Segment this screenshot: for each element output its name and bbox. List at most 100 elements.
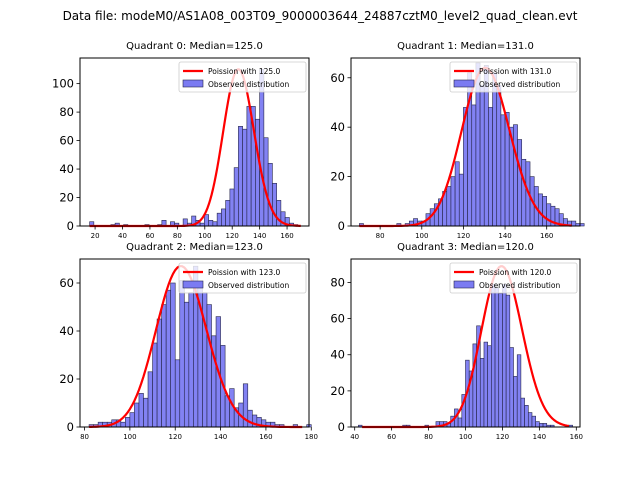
axes-frame <box>79 258 310 428</box>
legend-line-label: Poission with 123.0 <box>208 268 281 277</box>
histogram-bar <box>535 421 540 428</box>
histogram-bar <box>457 417 463 428</box>
histogram-bar <box>488 107 493 227</box>
histogram-bar <box>165 289 171 428</box>
histogram-bar <box>450 176 456 227</box>
axes-frame <box>350 57 581 227</box>
histogram-bar <box>134 402 140 428</box>
x-tick-label: 80 <box>424 433 433 441</box>
histogram-bar <box>259 69 265 227</box>
quadrant-0-legend: Poission with 125.0 Observed distributio… <box>178 61 307 93</box>
y-tick-label: 60 <box>330 71 345 85</box>
quadrant-0-title: Quadrant 0: Median=125.0 <box>126 41 263 52</box>
histogram-bar <box>147 371 153 428</box>
x-tick-label: 60 <box>387 433 396 441</box>
histogram-bar <box>174 359 181 428</box>
legend-box <box>449 262 578 294</box>
x-tick-label: 120 <box>496 433 509 441</box>
figure-suptitle: Data file: modeM0/AS1A08_003T09_90000036… <box>63 9 578 23</box>
x-tick-label: 140 <box>498 232 511 240</box>
histogram-bar <box>539 423 544 428</box>
histogram-bar <box>542 196 547 227</box>
x-tick-label: 160 <box>259 433 272 441</box>
histogram-bar <box>255 118 260 227</box>
x-tick-label: 180 <box>305 433 318 441</box>
legend-line-label: Poission with 131.0 <box>479 67 552 76</box>
y-tick-label: 40 <box>330 120 345 134</box>
histogram-bar <box>521 158 527 227</box>
histogram-bar <box>229 188 235 227</box>
histogram-bar <box>204 214 209 227</box>
histogram-bar <box>487 345 492 428</box>
histogram-bar <box>156 318 162 428</box>
histogram-bar <box>221 208 226 227</box>
legend-bar-label: Observed distribution <box>208 281 289 290</box>
y-tick-label: 0 <box>338 420 345 434</box>
x-tick-label: 120 <box>226 232 239 240</box>
quadrant-0-panel: Quadrant 0: Median=125.0 0 20 40 60 80 100 20 4… <box>52 41 310 240</box>
legend-line-label: Poission with 120.0 <box>479 268 552 277</box>
histogram-bar <box>212 221 218 227</box>
quadrant-1-title: Quadrant 1: Median=131.0 <box>397 41 534 52</box>
legend-bar-swatch <box>182 280 204 289</box>
histogram-bar <box>238 126 243 227</box>
histogram-bar <box>496 84 502 227</box>
quadrant-2-panel: Quadrant 2: Median=123.0 0 20 40 60 80 100 120… <box>59 242 318 441</box>
legend-box <box>178 262 307 294</box>
x-tick-label: 160 <box>280 232 293 240</box>
quadrant-1-axes: 0 20 40 60 80 100 120 140 160 <box>330 57 581 240</box>
quadrant-2-title: Quadrant 2: Median=123.0 <box>126 242 263 253</box>
y-tick-label: 100 <box>52 77 74 91</box>
legend-bar-label: Observed distribution <box>479 80 560 89</box>
x-tick-label: 120 <box>169 433 182 441</box>
x-tick-label: 140 <box>253 232 266 240</box>
histogram-bar <box>242 128 248 227</box>
x-tick-label: 40 <box>118 232 127 240</box>
histogram-bar <box>120 421 126 428</box>
x-tick-label: 100 <box>415 232 428 240</box>
histogram-bar <box>542 423 548 428</box>
x-tick-label: 100 <box>459 433 472 441</box>
y-tick-label: 20 <box>59 191 74 205</box>
histogram-bar <box>138 393 144 428</box>
histogram-bar <box>571 220 577 227</box>
x-tick-label: 80 <box>80 433 89 441</box>
legend-bar-swatch <box>182 79 204 88</box>
x-tick-label: 140 <box>214 433 227 441</box>
legend-line-label: Poission with 125.0 <box>208 67 281 76</box>
histogram-bar <box>516 354 522 428</box>
y-tick-label: 0 <box>67 219 74 233</box>
y-tick-label: 80 <box>330 275 345 289</box>
x-tick-label: 20 <box>91 232 100 240</box>
y-tick-label: 0 <box>338 219 345 233</box>
histogram-bar <box>524 405 529 428</box>
histogram-bar <box>458 173 464 227</box>
quadrant-2-axes: 0 20 40 60 80 100 120 140 160 180 <box>59 258 318 441</box>
quadrant-3-axes: 0 20 40 60 80 40 60 80 100 120 140 160 <box>330 258 583 441</box>
y-tick-label: 60 <box>59 276 74 290</box>
quadrant-1-panel: Quadrant 1: Median=131.0 0 20 40 60 80 100 120… <box>330 41 585 240</box>
axes-frame <box>79 57 310 227</box>
quadrant-2-legend: Poission with 123.0 Observed distributio… <box>178 262 307 294</box>
histogram-bar <box>546 203 552 227</box>
x-tick-label: 100 <box>198 232 211 240</box>
histogram-bar <box>479 84 485 227</box>
x-tick-label: 140 <box>533 433 546 441</box>
histogram-bar <box>483 341 488 428</box>
y-tick-label: 60 <box>330 312 345 326</box>
histogram-bar <box>492 72 498 227</box>
x-tick-label: 160 <box>540 232 553 240</box>
legend-bar-swatch <box>453 79 475 88</box>
histogram-bar <box>202 292 208 428</box>
x-tick-label: 120 <box>457 232 470 240</box>
histogram-bar <box>206 304 212 428</box>
histogram-bar <box>263 137 269 227</box>
histogram-bar <box>513 376 518 428</box>
histogram-bar <box>129 412 135 428</box>
y-tick-label: 60 <box>59 134 74 148</box>
histogram-bar <box>517 139 523 227</box>
legend-bar-label: Observed distribution <box>208 80 289 89</box>
y-tick-label: 80 <box>59 105 74 119</box>
histogram-bar <box>170 282 176 428</box>
